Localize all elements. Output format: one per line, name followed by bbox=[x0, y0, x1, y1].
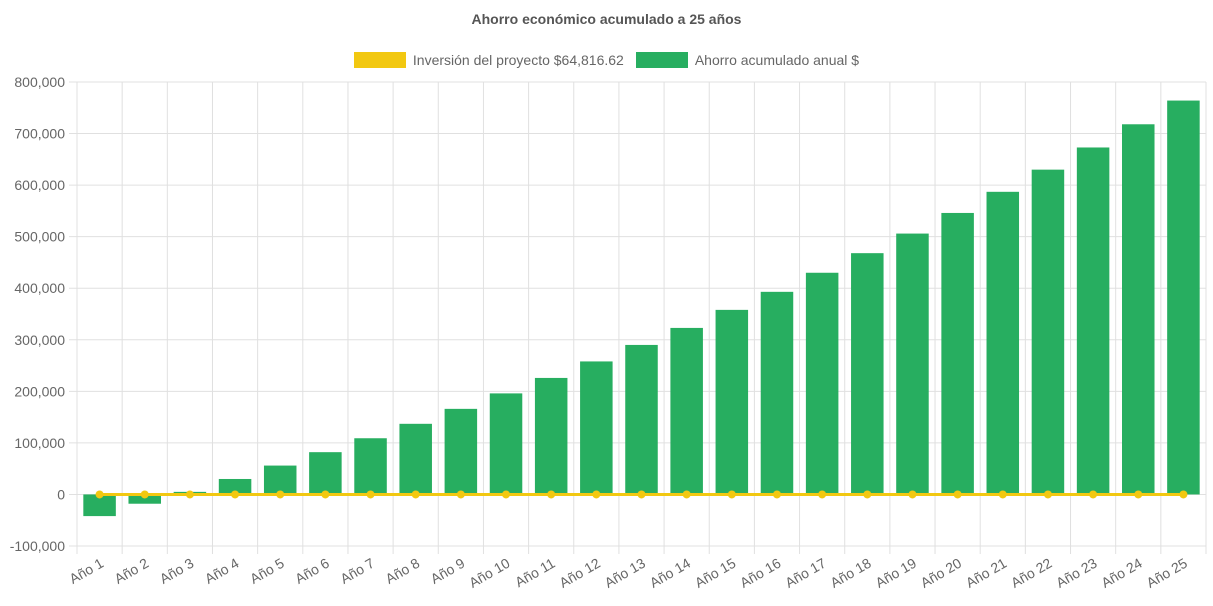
y-tick-label: -100,000 bbox=[10, 538, 65, 554]
y-tick-label: 800,000 bbox=[14, 74, 65, 90]
legend-swatch-savings bbox=[635, 52, 688, 68]
bar bbox=[399, 423, 432, 495]
investment-point bbox=[95, 490, 104, 499]
bar bbox=[760, 291, 794, 495]
investment-point bbox=[908, 490, 917, 499]
investment-point bbox=[140, 490, 149, 499]
legend-label-investment: Inversión del proyecto $64,816.62 bbox=[412, 52, 624, 68]
investment-point bbox=[1089, 490, 1098, 499]
legend-swatch-investment bbox=[353, 52, 406, 68]
investment-point bbox=[411, 490, 420, 499]
investment-point bbox=[1179, 490, 1188, 499]
bar bbox=[489, 393, 523, 495]
bar bbox=[1122, 124, 1155, 495]
y-tick-label: 300,000 bbox=[14, 332, 65, 348]
bar bbox=[896, 233, 929, 495]
investment-point bbox=[321, 490, 330, 499]
bar bbox=[986, 191, 1020, 495]
x-tick-label: Año 2 bbox=[112, 555, 152, 587]
y-tick-label: 400,000 bbox=[14, 280, 65, 296]
investment-point bbox=[502, 490, 511, 499]
x-tick-label: Año 1 bbox=[66, 555, 106, 587]
x-tick-label: Año 25 bbox=[1143, 555, 1190, 591]
investment-point bbox=[185, 490, 194, 499]
y-tick-label: 200,000 bbox=[14, 383, 65, 399]
x-tick-label: Año 14 bbox=[647, 555, 694, 591]
legend-item-savings[interactable]: Ahorro acumulado anual $ bbox=[635, 52, 860, 68]
y-tick-label: 0 bbox=[57, 486, 65, 502]
x-tick-label: Año 5 bbox=[247, 555, 287, 587]
bar bbox=[1076, 147, 1110, 495]
bar bbox=[715, 309, 749, 495]
investment-point bbox=[818, 490, 827, 499]
legend-label-savings: Ahorro acumulado anual $ bbox=[694, 52, 860, 68]
bar bbox=[128, 494, 161, 504]
y-tick-label: 500,000 bbox=[14, 229, 65, 245]
y-tick-label: 700,000 bbox=[14, 126, 65, 142]
chart-legend: Inversión del proyecto $64,816.62 Ahorro… bbox=[0, 52, 1213, 68]
bar bbox=[444, 408, 478, 495]
investment-point bbox=[772, 490, 781, 499]
chart-title: Ahorro económico acumulado a 25 años bbox=[471, 11, 742, 27]
bar bbox=[309, 452, 342, 495]
bar bbox=[534, 377, 568, 495]
legend-item-investment[interactable]: Inversión del proyecto $64,816.62 bbox=[353, 52, 624, 68]
investment-point bbox=[592, 490, 601, 499]
investment-point bbox=[366, 490, 375, 499]
x-tick-label: Año 9 bbox=[428, 555, 468, 587]
bar bbox=[1031, 169, 1065, 495]
investment-point bbox=[727, 490, 736, 499]
x-tick-label: Año 13 bbox=[602, 555, 649, 591]
bar bbox=[83, 494, 116, 517]
x-tick-label: Año 23 bbox=[1053, 555, 1100, 591]
investment-point bbox=[456, 490, 465, 499]
investment-point bbox=[1043, 490, 1052, 499]
investment-point bbox=[276, 490, 285, 499]
x-tick-label: Año 8 bbox=[383, 555, 423, 587]
x-tick-label: Año 3 bbox=[157, 555, 197, 587]
bar bbox=[670, 327, 703, 495]
bar bbox=[625, 344, 658, 495]
investment-point bbox=[863, 490, 872, 499]
investment-point bbox=[998, 490, 1007, 499]
investment-point bbox=[953, 490, 962, 499]
x-tick-label: Año 16 bbox=[737, 555, 784, 591]
x-tick-label: Año 15 bbox=[692, 555, 739, 591]
bar bbox=[805, 272, 839, 495]
x-tick-label: Año 22 bbox=[1008, 555, 1055, 591]
investment-point bbox=[547, 490, 556, 499]
bar bbox=[580, 361, 613, 495]
x-tick-label: Año 11 bbox=[512, 555, 558, 591]
x-tick-label: Año 19 bbox=[873, 555, 920, 591]
bar bbox=[354, 438, 387, 495]
investment-point bbox=[231, 490, 240, 499]
x-tick-label: Año 12 bbox=[556, 555, 603, 591]
x-tick-label: Año 4 bbox=[202, 555, 242, 587]
bar bbox=[851, 253, 884, 495]
x-tick-label: Año 6 bbox=[292, 555, 332, 587]
x-tick-label: Año 17 bbox=[782, 555, 829, 591]
investment-point bbox=[637, 490, 646, 499]
bar bbox=[941, 212, 974, 495]
bar bbox=[1167, 100, 1200, 495]
y-tick-label: 100,000 bbox=[14, 435, 65, 451]
x-tick-label: Año 10 bbox=[466, 555, 513, 591]
bar bbox=[218, 478, 252, 495]
x-tick-label: Año 20 bbox=[918, 555, 965, 591]
investment-point bbox=[1134, 490, 1143, 499]
x-tick-label: Año 18 bbox=[827, 555, 874, 591]
x-tick-label: Año 24 bbox=[1098, 555, 1145, 591]
bar bbox=[263, 465, 297, 495]
investment-point bbox=[682, 490, 691, 499]
y-tick-label: 600,000 bbox=[14, 177, 65, 193]
x-tick-label: Año 7 bbox=[337, 555, 377, 587]
x-tick-label: Año 21 bbox=[963, 555, 1010, 591]
